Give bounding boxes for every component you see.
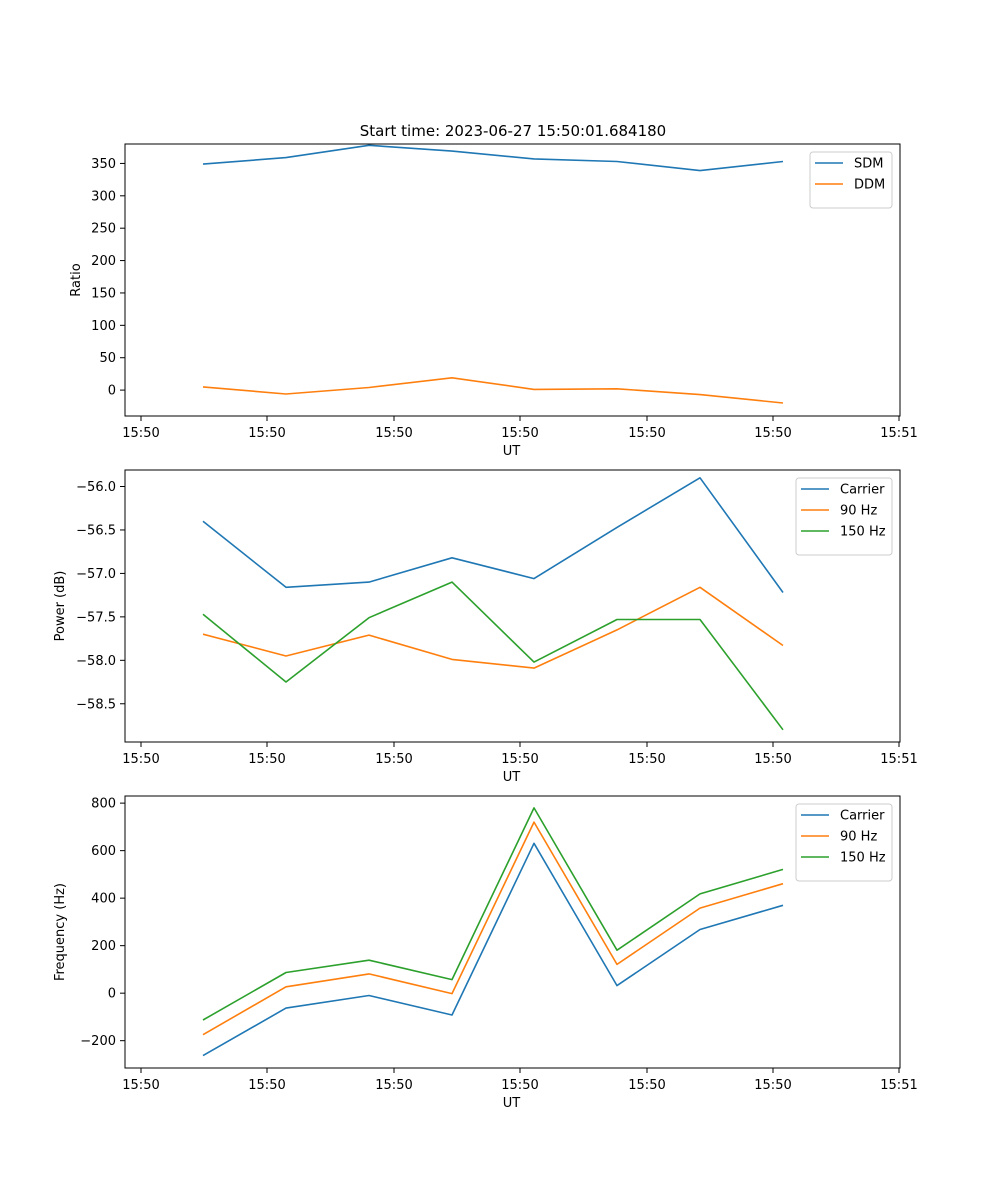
legend-box: [795, 803, 893, 882]
x-tick-label: 15:50: [248, 1078, 285, 1093]
legend-box: [809, 151, 893, 209]
series-line-carrier: [202, 842, 784, 1057]
plot-frame: [124, 143, 901, 417]
x-axis-label: UT: [503, 1096, 521, 1111]
plot-frame: [124, 795, 901, 1069]
y-tick-label: 300: [91, 189, 116, 204]
x-tick-label: 15:50: [501, 752, 538, 767]
plot-frame: [124, 469, 901, 743]
y-tick-label: 150: [91, 286, 116, 301]
y-tick-label: −57.5: [76, 610, 116, 625]
y-tick-label: 200: [91, 254, 116, 269]
legend-box: [795, 477, 893, 556]
y-tick-label: −56.0: [76, 480, 116, 495]
x-tick-label: 15:51: [880, 752, 917, 767]
chart-panel-3: 15:50 15:50 15:50 15:50 15:50 15:50 15:51 UT −20…: [53, 795, 918, 1111]
series-line-sdm: [202, 144, 784, 172]
x-tick-label: 15:50: [754, 752, 791, 767]
y-tick-label: 0: [108, 384, 116, 399]
y-tick-label: 400: [91, 892, 116, 907]
y-tick-label: 250: [91, 222, 116, 237]
series-line-150-hz: [202, 581, 784, 731]
y-tick-label: 600: [91, 844, 116, 859]
y-tick-label: −200: [80, 1034, 116, 1049]
x-tick-label: 15:50: [375, 752, 412, 767]
y-tick-label: 50: [99, 351, 116, 366]
x-tick-label: 15:51: [880, 1078, 917, 1093]
x-tick-label: 15:50: [375, 426, 412, 441]
y-tick-label: 200: [91, 939, 116, 954]
x-tick-label: 15:50: [501, 1078, 538, 1093]
legend: Carrier 90 Hz 150 Hz: [795, 803, 893, 882]
legend: SDM DDM: [809, 151, 893, 209]
series-line-150-hz: [202, 807, 784, 1021]
y-tick-label: −58.5: [76, 697, 116, 712]
x-tick-label: 15:50: [501, 426, 538, 441]
x-tick-label: 15:50: [248, 752, 285, 767]
legend-entry: 150 Hz: [840, 851, 886, 866]
y-tick-label: 350: [91, 157, 116, 172]
chart-panel-2: 15:50 15:50 15:50 15:50 15:50 15:50 15:51 UT −58…: [53, 469, 918, 785]
y-axis-label: Ratio: [69, 263, 84, 296]
series-line-carrier: [202, 476, 784, 593]
y-tick-label: 0: [108, 987, 116, 1002]
series-line-ddm: [202, 376, 784, 404]
series-line-90-hz: [202, 586, 784, 669]
x-tick-label: 15:50: [122, 426, 159, 441]
x-tick-label: 15:50: [375, 1078, 412, 1093]
legend-entry: Carrier: [840, 483, 885, 498]
y-axis-label: Power (dB): [53, 571, 68, 642]
y-tick-label: −56.5: [76, 523, 116, 538]
legend-entry: DDM: [854, 178, 885, 193]
x-tick-label: 15:51: [880, 426, 917, 441]
legend-entry: Carrier: [840, 809, 885, 824]
legend: Carrier 90 Hz 150 Hz: [795, 477, 893, 556]
y-tick-label: −58.0: [76, 654, 116, 669]
x-tick-label: 15:50: [248, 426, 285, 441]
x-tick-label: 15:50: [628, 752, 665, 767]
x-tick-label: 15:50: [754, 1078, 791, 1093]
chart-panel-1: 15:50 15:50 15:50 15:50 15:50 15:50 15:51 UT 0 50…: [69, 143, 918, 459]
chart-title: Start time: 2023-06-27 15:50:01.684180: [360, 122, 666, 140]
x-axis-label: UT: [503, 444, 521, 459]
series-line-90-hz: [202, 821, 784, 1036]
y-tick-label: 800: [91, 797, 116, 812]
legend-entry: 90 Hz: [840, 830, 877, 845]
legend-entry: 90 Hz: [840, 504, 877, 519]
y-tick-label: 100: [91, 319, 116, 334]
legend-entry: SDM: [854, 157, 883, 172]
x-tick-label: 15:50: [122, 1078, 159, 1093]
y-axis-label: Frequency (Hz): [53, 883, 68, 981]
legend-entry: 150 Hz: [840, 525, 886, 540]
y-tick-label: −57.0: [76, 567, 116, 582]
x-tick-label: 15:50: [122, 752, 159, 767]
x-axis-label: UT: [503, 770, 521, 785]
x-tick-label: 15:50: [754, 426, 791, 441]
x-tick-label: 15:50: [628, 1078, 665, 1093]
x-tick-label: 15:50: [628, 426, 665, 441]
